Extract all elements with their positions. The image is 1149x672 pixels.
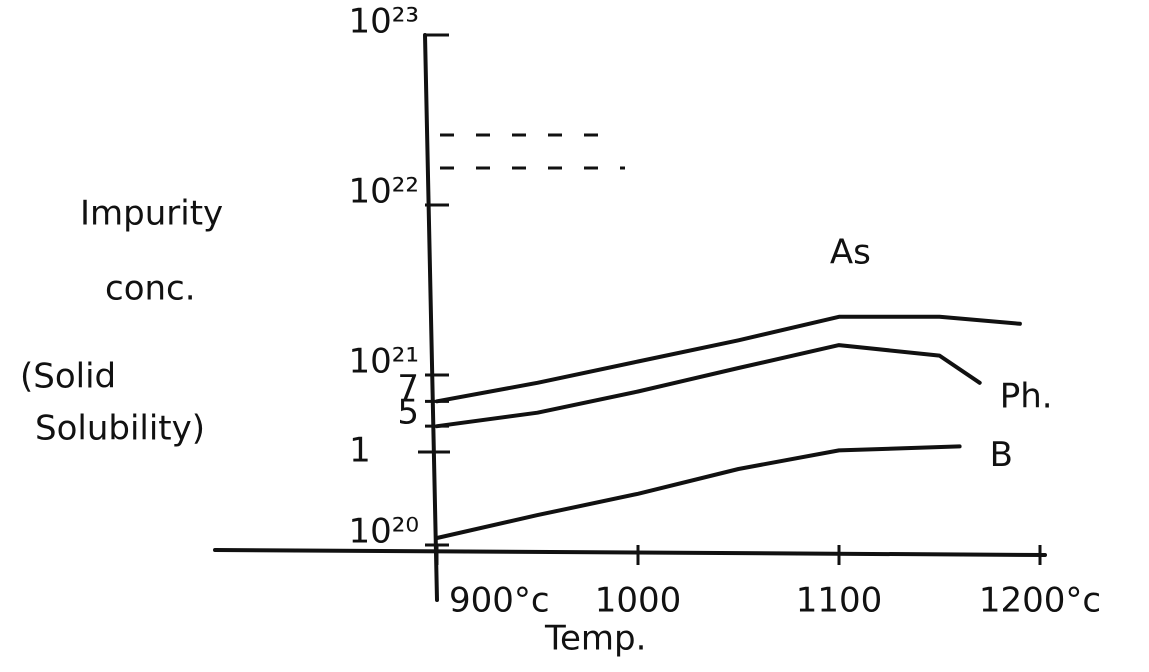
y-tick-label: 10²³ [348, 2, 419, 42]
x-tick-label: 1200°c [979, 581, 1101, 621]
dashed-guides [440, 133, 625, 170]
x-axis [213, 548, 1047, 557]
y-tick-label: 5 [397, 393, 419, 433]
x-tick-label: 1000 [595, 581, 682, 621]
annotation: 1 [349, 431, 371, 471]
x-tick-label: 900°c [449, 581, 550, 621]
y-axis-label: Impurity [80, 194, 223, 234]
y-axis-label: conc. [105, 269, 196, 309]
series-line [435, 314, 1022, 404]
y-axis-label: Solubility) [35, 409, 205, 449]
series-label: B [990, 435, 1013, 475]
y-tick-label: 10²¹ [348, 342, 419, 382]
y-axis [423, 33, 439, 602]
series-label: Ph. [1000, 376, 1053, 416]
series-line [435, 343, 982, 429]
y-tick-label: 10²² [348, 172, 419, 212]
y-tick-label: 7 [397, 368, 419, 408]
x-tick-label: 1100 [796, 581, 883, 621]
series-line [435, 444, 962, 540]
y-axis-label: (Solid [20, 357, 116, 397]
y-tick-label: 10²⁰ [348, 512, 419, 552]
series-label: As [830, 232, 871, 272]
x-axis-label: Temp. [544, 619, 646, 659]
